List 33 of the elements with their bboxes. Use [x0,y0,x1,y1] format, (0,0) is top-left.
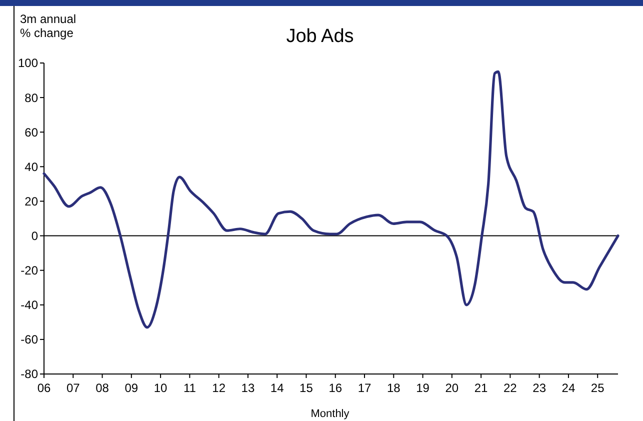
x-tick-label: 12 [212,381,226,395]
x-tick-label: 21 [474,381,488,395]
x-tick-label: 22 [504,381,518,395]
x-tick-label: 24 [562,381,576,395]
x-tick-label: 08 [96,381,110,395]
x-tick-label: 11 [183,381,196,395]
x-tick-label: 10 [154,381,168,395]
x-tick-label: 06 [37,381,51,395]
y-tick-label: -80 [20,367,38,382]
x-tick-label: 19 [416,381,430,395]
x-tick-label: 18 [386,381,401,395]
x-tick-label: 07 [66,381,80,395]
x-axis-title: Monthly [310,408,350,420]
y-tick-label: 0 [31,228,38,243]
y-tick-label: 20 [24,194,38,208]
chart-title: Job Ads [286,26,354,47]
y-tick-label: 80 [24,90,38,105]
y-tick-label: 40 [24,160,38,174]
x-tick-label: 09 [124,381,138,395]
x-tick-label: 16 [328,381,342,395]
x-tick-label: 17 [358,381,372,395]
x-tick-label: 15 [300,381,314,395]
y-tick-label: -20 [20,264,38,278]
y-tick-label: 100 [18,56,38,70]
y-tick-label: -40 [20,298,38,312]
y-tick-label: 60 [24,125,38,140]
x-tick-label: 13 [241,381,255,395]
y-axis-title: 3m annual % change [20,12,76,40]
x-tick-label: 14 [270,381,284,395]
y-tick-label: -60 [20,332,38,347]
x-tick-label: 23 [532,381,546,395]
x-tick-label: 25 [590,381,605,395]
x-tick-label: 20 [445,381,459,395]
